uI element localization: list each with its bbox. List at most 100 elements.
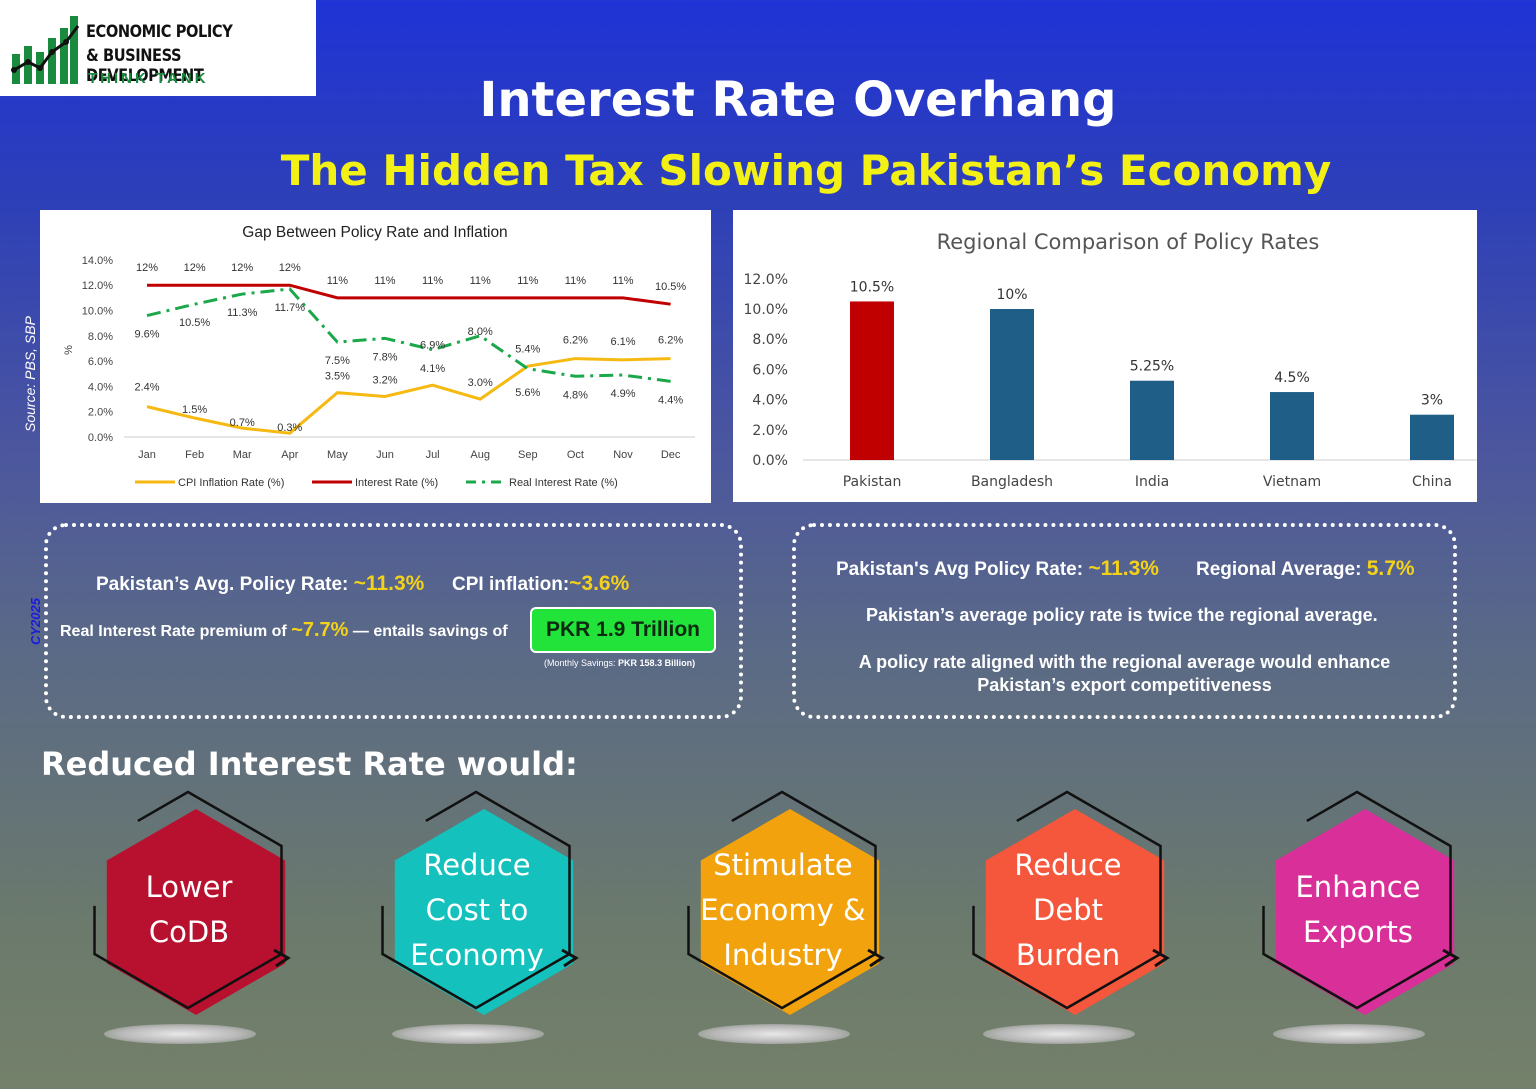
y-tick-label: 4.0% — [752, 393, 788, 409]
premium-label: Real Interest Rate premium of — [60, 623, 287, 640]
bar-chart-panel: Regional Comparison of Policy Rates 0.0% 2… — [733, 210, 1477, 502]
hexagon-icon — [1262, 790, 1460, 1015]
x-tick-label: Dec — [661, 449, 681, 461]
regional-average-value: 5.7% — [1366, 557, 1415, 580]
y-tick-label: 4.0% — [88, 381, 113, 393]
premium-value: ~7.7% — [291, 619, 349, 641]
data-label: 11.7% — [275, 302, 306, 314]
hexagon-icon — [687, 790, 885, 1015]
data-label: 3% — [1421, 393, 1443, 409]
hexagon-shadow — [392, 1024, 544, 1044]
legend-label: Real Interest Rate (%) — [509, 477, 618, 489]
hexagon-outline — [93, 790, 283, 1010]
hexagon-outline — [972, 790, 1162, 1010]
data-label: 4.9% — [610, 388, 635, 400]
y-tick-label: 2.0% — [752, 423, 788, 439]
data-label: 2.4% — [134, 382, 159, 394]
data-label: 3.0% — [468, 377, 493, 389]
data-label: 11% — [327, 275, 348, 287]
x-tick-label: Mar — [233, 449, 252, 461]
data-label: 7.8% — [372, 351, 397, 363]
data-label: 5.25% — [1130, 359, 1174, 375]
series-line-3 — [146, 287, 671, 383]
cpi-label: CPI inflation: — [452, 574, 570, 595]
data-label: 4.8% — [563, 389, 588, 401]
premium-stat: Real Interest Rate premium of ~7.7% — en… — [60, 619, 508, 642]
hexagon-fill — [1275, 809, 1455, 1015]
y-tick-label: 12.0% — [82, 280, 113, 292]
data-label: 11% — [470, 275, 491, 287]
y-tick-label: 2.0% — [88, 407, 113, 419]
regional-average-label: Regional Average: — [1196, 559, 1362, 580]
hexagon-fill — [985, 809, 1165, 1015]
arrow-icon — [561, 948, 579, 968]
logo-line-1: ECONOMIC POLICY — [86, 22, 233, 42]
y-axis-label: % — [63, 345, 75, 355]
data-label: 6.2% — [563, 335, 588, 347]
x-tick-label: Jul — [426, 449, 440, 461]
hexagon-fill — [394, 809, 574, 1015]
hexagon-shadow — [1273, 1024, 1425, 1044]
x-tick-label: Jan — [138, 449, 156, 461]
benefit-reduce-cost: Reduce Cost to Economy — [372, 790, 582, 1060]
data-label: 11% — [517, 275, 538, 287]
benefit-label: Reduce Cost to Economy — [410, 847, 544, 972]
savings-badge: PKR 1.9 Trillion — [530, 607, 716, 653]
data-label: 4.5% — [1274, 370, 1310, 386]
benefit-label: Enhance Exports — [1295, 870, 1421, 949]
data-label: 10% — [996, 287, 1027, 303]
logo: ECONOMIC POLICY & BUSINESS DEVELOPMENT T… — [0, 0, 316, 96]
arrow-icon — [1152, 948, 1170, 968]
arrow-icon — [867, 948, 885, 968]
y-tick-label: 10.0% — [82, 306, 113, 318]
line-chart-panel: Gap Between Policy Rate and Inflation 0.0… — [40, 210, 711, 503]
x-tick-label: Vietnam — [1263, 474, 1321, 490]
source-note: Source: PBS, SBP — [22, 316, 38, 432]
arrow-icon — [1442, 948, 1460, 968]
x-tick-label: Bangladesh — [971, 474, 1053, 490]
y-tick-label: 10.0% — [744, 302, 788, 318]
benefit-reduce-debt: Reduce Debt Burden — [963, 790, 1173, 1060]
data-label: 12% — [279, 262, 301, 274]
hexagon-icon — [381, 790, 579, 1015]
bar — [990, 309, 1034, 460]
regional-policy-value: ~11.3% — [1088, 557, 1159, 580]
data-label: 5.6% — [515, 387, 540, 399]
data-label: 11% — [565, 275, 586, 287]
legend-label: Interest Rate (%) — [355, 477, 438, 489]
x-tick-label: Apr — [281, 449, 298, 461]
hexagon-shadow — [698, 1024, 850, 1044]
benefit-enhance-exports: Enhance Exports — [1253, 790, 1463, 1060]
data-label: 4.4% — [658, 394, 683, 406]
x-tick-label: Oct — [567, 449, 584, 461]
benefit-stimulate-economy: Stimulate Economy & Industry — [678, 790, 888, 1060]
policy-rate-label: Pakistan’s Avg. Policy Rate: — [96, 574, 349, 595]
monthly-savings-note: (Monthly Savings: PKR 158.3 Billion) — [544, 658, 695, 668]
data-label: 3.5% — [325, 371, 350, 383]
data-label: 12% — [136, 262, 158, 274]
data-label: 6.2% — [658, 335, 683, 347]
benefit-label: Stimulate Economy & Industry — [700, 847, 866, 972]
y-tick-label: 8.0% — [752, 332, 788, 348]
data-label: 12% — [184, 262, 206, 274]
data-label: 1.5% — [182, 404, 207, 416]
data-label: 10.5% — [850, 279, 894, 295]
series-line-2 — [147, 283, 671, 306]
data-label: 0.7% — [230, 417, 255, 429]
export-line-2: Pakistan’s export competitiveness — [977, 675, 1272, 695]
benefit-label: Reduce Debt Burden — [1014, 847, 1122, 972]
y-tick-label: 8.0% — [88, 331, 113, 343]
data-label: 6.9% — [420, 340, 445, 352]
y-tick-label: 6.0% — [752, 362, 788, 378]
page-subtitle: The Hidden Tax Slowing Pakistan’s Econom… — [280, 146, 1332, 195]
data-label: 7.5% — [325, 355, 350, 367]
line-chart: Gap Between Policy Rate and Inflation 0.0… — [63, 224, 695, 489]
data-label: 9.6% — [134, 329, 159, 341]
page-title: Interest Rate Overhang — [479, 72, 1117, 128]
policy-rate-stat: Pakistan’s Avg. Policy Rate: ~11.3% — [96, 572, 424, 596]
cy-note: CY2025 — [28, 598, 43, 645]
hexagon-shadow — [104, 1024, 256, 1044]
x-tick-label: China — [1412, 474, 1452, 490]
y-tick-label: 0.0% — [88, 432, 113, 444]
logo-line-3: THINK TANK — [88, 70, 209, 87]
